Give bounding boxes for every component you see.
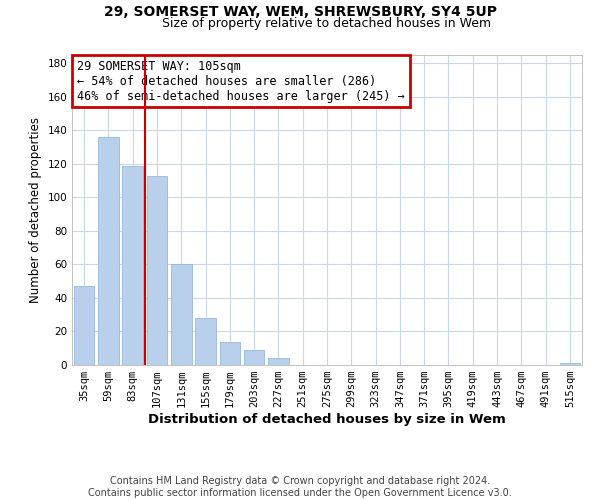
Bar [98,137,119,365]
Bar [195,318,216,365]
Bar [560,364,580,365]
Bar [146,176,167,365]
X-axis label: Distribution of detached houses by size in Wem: Distribution of detached houses by size … [148,413,506,426]
Bar [220,342,240,365]
Bar [122,166,143,365]
Text: 29 SOMERSET WAY: 105sqm
← 54% of detached houses are smaller (286)
46% of semi-d: 29 SOMERSET WAY: 105sqm ← 54% of detache… [77,60,405,102]
Bar [268,358,289,365]
Bar [171,264,191,365]
Title: Size of property relative to detached houses in Wem: Size of property relative to detached ho… [163,17,491,30]
Bar [74,286,94,365]
Y-axis label: Number of detached properties: Number of detached properties [29,117,42,303]
Bar [244,350,265,365]
Text: 29, SOMERSET WAY, WEM, SHREWSBURY, SY4 5UP: 29, SOMERSET WAY, WEM, SHREWSBURY, SY4 5… [104,5,497,19]
Text: Contains HM Land Registry data © Crown copyright and database right 2024.
Contai: Contains HM Land Registry data © Crown c… [88,476,512,498]
